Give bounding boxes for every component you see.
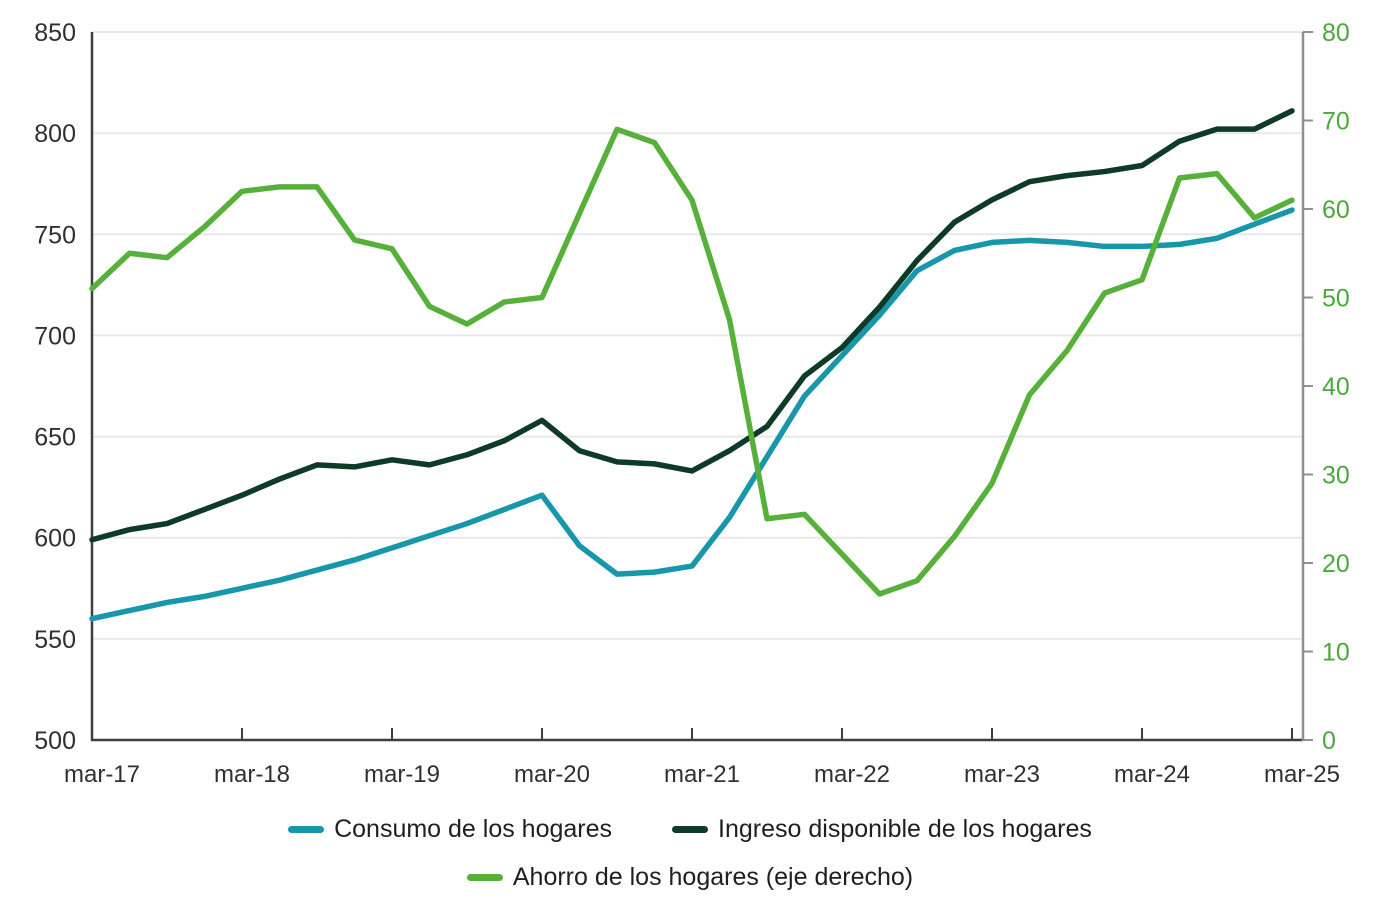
right-axis-tick-label: 30 bbox=[1322, 462, 1350, 490]
series-line-consumo bbox=[89, 207, 1295, 622]
left-axis-tick-label: 800 bbox=[34, 120, 76, 148]
legend-item-consumo: Consumo de los hogares bbox=[288, 814, 612, 844]
x-axis-tick-label: mar-19 bbox=[364, 761, 440, 788]
x-axis-tick-label: mar-24 bbox=[1114, 761, 1190, 788]
right-axis-tick-label: 70 bbox=[1322, 108, 1350, 136]
legend: Consumo de los hogares Ingreso disponibl… bbox=[0, 814, 1380, 892]
series-line-ingreso bbox=[89, 108, 1295, 543]
legend-label-ingreso: Ingreso disponible de los hogares bbox=[718, 815, 1092, 843]
legend-label-consumo: Consumo de los hogares bbox=[334, 815, 613, 843]
legend-swatch-ahorro-icon bbox=[466, 873, 503, 881]
right-axis-tick-label: 10 bbox=[1322, 639, 1350, 667]
legend-item-ingreso: Ingreso disponible de los hogares bbox=[672, 814, 1092, 844]
right-axis-tick-label: 80 bbox=[1322, 19, 1350, 47]
left-axis-tick-label: 850 bbox=[34, 19, 76, 47]
x-axis-tick-label: mar-21 bbox=[664, 761, 740, 788]
x-axis-tick-label: mar-17 bbox=[64, 761, 140, 788]
right-axis-tick-label: 50 bbox=[1322, 285, 1350, 313]
right-axis-tick-label: 60 bbox=[1322, 196, 1350, 224]
left-axis-tick-label: 650 bbox=[34, 424, 76, 452]
x-axis-tick-label: mar-22 bbox=[814, 761, 890, 788]
legend-row-1: Consumo de los hogares Ingreso disponibl… bbox=[288, 814, 1092, 844]
left-axis-tick-label: 600 bbox=[34, 525, 76, 553]
legend-row-2: Ahorro de los hogares (eje derecho) bbox=[466, 862, 914, 892]
x-axis-tick-label: mar-23 bbox=[964, 761, 1040, 788]
left-axis-tick-label: 700 bbox=[34, 322, 76, 350]
left-axis-tick-label: 750 bbox=[34, 221, 76, 249]
left-axis-tick-label: 550 bbox=[34, 626, 76, 654]
legend-swatch-ingreso-icon bbox=[672, 825, 709, 833]
x-axis-tick-label: mar-25 bbox=[1264, 761, 1340, 788]
left-axis-tick-label: 500 bbox=[34, 727, 76, 755]
right-axis-tick-label: 20 bbox=[1322, 550, 1350, 578]
right-axis-tick-label: 40 bbox=[1322, 373, 1350, 401]
x-axis-tick-label: mar-20 bbox=[514, 761, 590, 788]
legend-item-ahorro: Ahorro de los hogares (eje derecho) bbox=[466, 862, 914, 892]
legend-swatch-consumo-icon bbox=[288, 825, 325, 833]
right-axis-tick-label: 0 bbox=[1322, 727, 1336, 755]
x-axis-tick-label: mar-18 bbox=[214, 761, 290, 788]
line-chart: mar-17 mar-18 mar-19 mar-20 mar-21 mar-22 mar-… bbox=[34, 19, 1350, 788]
series-line-ahorro bbox=[89, 126, 1295, 597]
legend-label-ahorro: Ahorro de los hogares (eje derecho) bbox=[512, 863, 914, 891]
